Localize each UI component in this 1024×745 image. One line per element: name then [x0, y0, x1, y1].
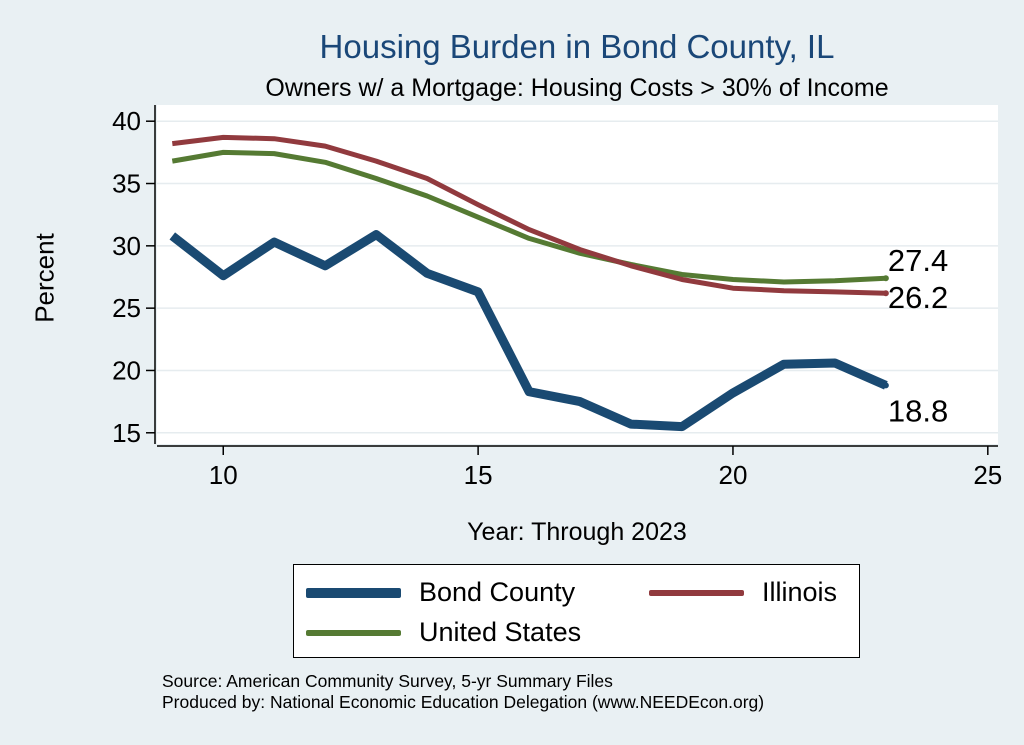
chart-subtitle: Owners w/ a Mortgage: Housing Costs > 30… [265, 74, 889, 102]
legend-item-illinois: Illinois [649, 577, 837, 608]
legend-swatch-united-states [306, 629, 401, 636]
end-label-illinois: 26.2 [888, 280, 948, 315]
y-tick-label-30: 30 [112, 231, 141, 261]
x-tick-label-20: 20 [718, 460, 747, 490]
axes: 15 20 25 30 35 40 10 15 20 25 [112, 105, 1002, 490]
end-labels: 18.8 26.227.4 [882, 243, 948, 428]
x-axis-label: Year: Through 2023 [467, 518, 687, 546]
series-line-united-states [171, 149, 887, 285]
series-lines [169, 134, 888, 432]
legend-swatch-illinois [649, 589, 744, 596]
x-tick-label-15: 15 [464, 460, 493, 490]
legend-swatch-bond-county [306, 587, 401, 598]
chart-title: Housing Burden in Bond County, IL [319, 28, 835, 65]
end-marker-bond-county [882, 382, 889, 389]
y-tick-label-25: 25 [112, 293, 141, 323]
legend-item-united-states: United States [306, 617, 581, 648]
source-line: Source: American Community Survey, 5-yr … [162, 671, 613, 691]
y-tick-label-20: 20 [112, 355, 141, 385]
series-line-bond-county [169, 230, 888, 432]
end-marker-illinois [882, 290, 889, 297]
producer-line: Produced by: National Economic Education… [162, 692, 765, 712]
y-tick-label-40: 40 [112, 106, 141, 136]
legend-label-illinois: Illinois [762, 577, 838, 607]
x-tick-label-10: 10 [209, 460, 238, 490]
end-marker-united-states [882, 275, 889, 282]
legend: Bond County Illinois United States [293, 564, 860, 658]
plot-area [157, 105, 998, 444]
y-tick-label-35: 35 [112, 169, 141, 199]
end-label-bond-county: 18.8 [888, 393, 948, 428]
source-note: Source: American Community Survey, 5-yr … [162, 671, 764, 713]
x-tick-label-25: 25 [973, 460, 1002, 490]
end-label-united-states: 27.4 [888, 243, 948, 278]
series-line-illinois [171, 134, 886, 296]
legend-label-united-states: United States [419, 617, 582, 647]
y-tick-label-15: 15 [112, 418, 141, 448]
legend-label-bond-county: Bond County [419, 577, 576, 607]
legend-item-bond-county: Bond County [306, 577, 575, 608]
gridlines [157, 120, 998, 434]
